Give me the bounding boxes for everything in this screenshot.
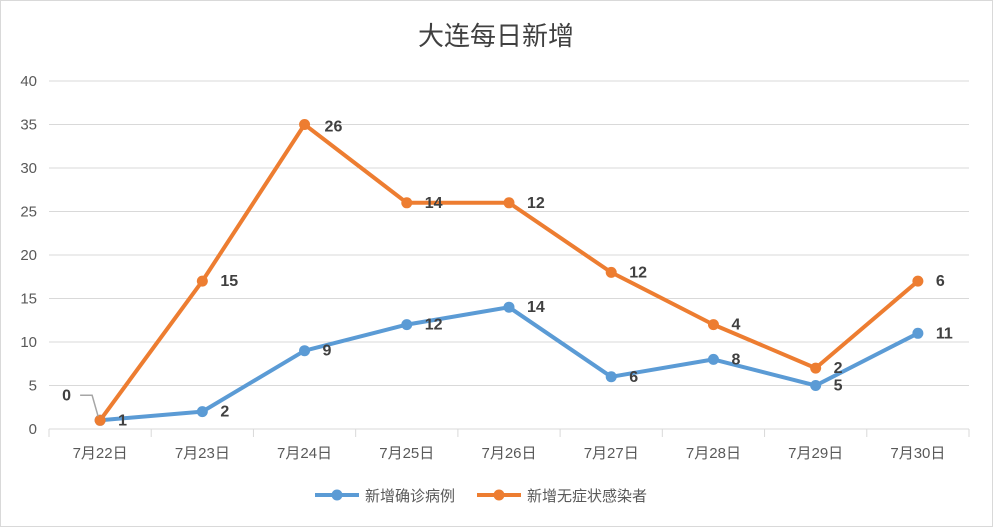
x-tick-label: 7月22日 bbox=[73, 445, 128, 462]
data-point-0 bbox=[299, 345, 311, 357]
legend-marker-0 bbox=[331, 489, 343, 501]
data-point-1 bbox=[196, 275, 208, 287]
data-point-1 bbox=[707, 319, 719, 331]
y-tick-label: 25 bbox=[20, 204, 37, 221]
legend: 新增确诊病例 新增无症状感染者 bbox=[315, 487, 647, 505]
data-point-1 bbox=[912, 275, 924, 287]
x-tick-label: 7月28日 bbox=[686, 445, 741, 462]
data-point-0 bbox=[810, 380, 822, 391]
x-tick-label: 7月27日 bbox=[584, 445, 639, 462]
data-label-1: 2 bbox=[834, 360, 843, 377]
data-point-0 bbox=[401, 319, 413, 331]
data-label-1: 26 bbox=[325, 119, 343, 136]
x-tick-label: 7月30日 bbox=[890, 445, 945, 462]
data-point-1 bbox=[503, 197, 515, 209]
data-label-1: 4 bbox=[731, 317, 740, 334]
data-point-0 bbox=[707, 353, 719, 365]
data-label-0: 5 bbox=[834, 378, 843, 395]
data-label-0: 9 bbox=[323, 343, 332, 360]
data-label-1: 0 bbox=[62, 387, 71, 404]
data-label-0: 12 bbox=[425, 317, 443, 334]
data-point-0 bbox=[503, 301, 515, 313]
gridlines bbox=[49, 80, 969, 430]
data-point-0 bbox=[912, 327, 924, 339]
data-label-0: 1 bbox=[118, 412, 127, 429]
y-tick-label: 20 bbox=[20, 247, 37, 264]
label-leader-line bbox=[80, 394, 99, 417]
y-tick-label: 5 bbox=[29, 378, 37, 395]
data-label-1: 6 bbox=[936, 273, 945, 290]
data-label-0: 6 bbox=[629, 369, 638, 386]
x-tick-label: 7月26日 bbox=[481, 445, 536, 462]
legend-label-1: 新增无症状感染者 bbox=[527, 487, 647, 505]
y-tick-label: 35 bbox=[20, 117, 37, 134]
data-label-1: 12 bbox=[629, 264, 647, 281]
data-label-0: 2 bbox=[220, 404, 229, 421]
data-point-1 bbox=[401, 197, 413, 209]
data-label-1: 14 bbox=[425, 195, 443, 212]
y-tick-label: 30 bbox=[20, 160, 37, 177]
x-tick-label: 7月23日 bbox=[175, 445, 230, 462]
legend-label-0: 新增确诊病例 bbox=[365, 487, 455, 505]
y-tick-label: 15 bbox=[20, 291, 37, 308]
data-label-1: 12 bbox=[527, 195, 545, 212]
x-tick-label: 7月29日 bbox=[788, 445, 843, 462]
y-tick-label: 40 bbox=[20, 73, 37, 90]
data-label-0: 11 bbox=[936, 325, 953, 342]
x-tick-label: 7月24日 bbox=[277, 445, 332, 462]
series-layer bbox=[94, 119, 924, 426]
data-point-1 bbox=[605, 266, 617, 278]
y-tick-label: 10 bbox=[20, 334, 37, 351]
data-label-1: 15 bbox=[220, 273, 238, 290]
x-tick-label: 7月25日 bbox=[379, 445, 434, 462]
data-point-1 bbox=[810, 362, 822, 374]
data-point-1 bbox=[299, 119, 311, 130]
chart-title: 大连每日新增 bbox=[418, 22, 574, 52]
data-point-1 bbox=[94, 414, 106, 426]
data-label-0: 8 bbox=[731, 351, 740, 368]
legend-marker-1 bbox=[493, 489, 505, 501]
y-tick-label: 0 bbox=[29, 421, 37, 438]
data-point-0 bbox=[605, 371, 617, 383]
data-point-0 bbox=[196, 406, 208, 418]
data-label-0: 14 bbox=[527, 299, 545, 316]
